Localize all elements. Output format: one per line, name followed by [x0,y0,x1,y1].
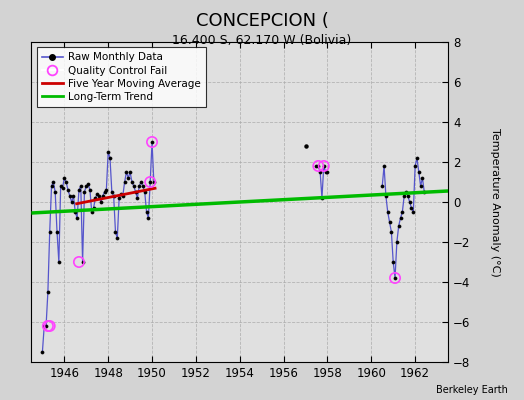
Y-axis label: Temperature Anomaly (°C): Temperature Anomaly (°C) [490,128,500,276]
Text: 16.400 S, 62.170 W (Bolivia): 16.400 S, 62.170 W (Bolivia) [172,34,352,47]
Raw Monthly Data [151,180,157,184]
Point [43,323,52,329]
Raw Monthly Data [149,140,155,144]
Raw Monthly Data [39,350,46,354]
Line: Raw Monthly Data: Raw Monthly Data [41,140,156,354]
Raw Monthly Data [61,176,68,180]
Point [75,259,83,265]
Point [148,139,156,145]
Point [314,163,322,169]
Raw Monthly Data [48,184,54,188]
Text: CONCEPCION (: CONCEPCION ( [195,12,329,30]
Point [146,179,155,185]
Point [391,275,399,281]
Point [320,163,328,169]
Raw Monthly Data [69,200,75,204]
Raw Monthly Data [94,192,101,196]
Legend: Raw Monthly Data, Quality Control Fail, Five Year Moving Average, Long-Term Tren: Raw Monthly Data, Quality Control Fail, … [37,47,206,107]
Text: Berkeley Earth: Berkeley Earth [436,385,508,395]
Raw Monthly Data [136,184,143,188]
Raw Monthly Data [107,156,113,160]
Point [46,323,54,329]
